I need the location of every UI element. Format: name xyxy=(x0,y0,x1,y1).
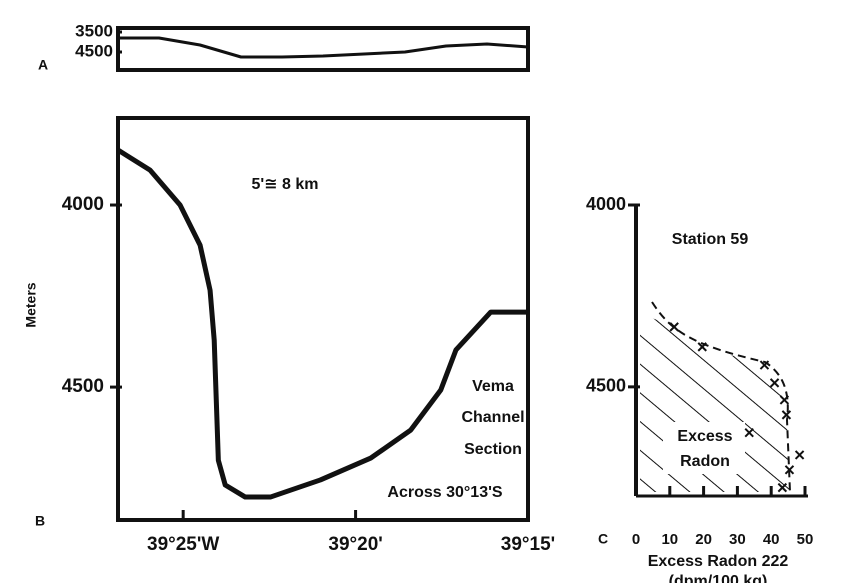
y-tick-label: 4500 xyxy=(586,376,626,396)
y-tick-label: 4500 xyxy=(75,41,113,60)
annotation: Radon xyxy=(680,453,730,470)
x-tick-label: 39°20' xyxy=(328,534,382,555)
y-axis-label: Meters xyxy=(23,282,39,327)
chart-title: Station 59 xyxy=(672,231,749,248)
panel-label: C xyxy=(598,531,608,547)
x-axis-label: Excess Radon 222 xyxy=(648,553,789,570)
x-tick-label: 39°15' xyxy=(501,534,555,555)
data-point xyxy=(777,482,788,493)
y-tick-label: 4000 xyxy=(586,194,626,214)
data-point xyxy=(769,378,780,388)
panel-b-frame xyxy=(116,116,530,522)
data-point xyxy=(784,465,795,475)
label-backdrop xyxy=(663,422,745,474)
profile-line xyxy=(118,36,529,59)
profile-line xyxy=(116,147,528,500)
annotation: Channel xyxy=(461,409,524,426)
x-tick-label: 0 xyxy=(632,531,640,548)
y-tick-label: 4500 xyxy=(62,376,104,397)
annotation: 5'≅ 8 km xyxy=(251,176,318,193)
y-tick-label: 4000 xyxy=(62,194,104,215)
x-tick-label: 40 xyxy=(763,531,780,548)
data-point xyxy=(779,395,790,405)
x-axis-units: (dpm/100 kg) xyxy=(669,573,768,583)
fit-curve xyxy=(651,301,791,493)
panel-a-frame xyxy=(116,26,530,72)
x-tick-label: 20 xyxy=(695,531,712,548)
annotation: Excess xyxy=(677,428,732,445)
x-tick-label: 39°25'W xyxy=(147,534,219,555)
x-tick-label: 30 xyxy=(729,531,746,548)
data-point xyxy=(669,322,679,332)
data-point xyxy=(697,342,707,352)
data-point xyxy=(744,427,754,438)
data-point xyxy=(759,360,770,370)
x-tick-label: 10 xyxy=(661,531,678,548)
data-point xyxy=(794,450,805,460)
y-tick-label: 3500 xyxy=(75,21,113,40)
annotation: Across 30°13'S xyxy=(387,484,502,501)
panel-label: B xyxy=(35,513,45,529)
data-point xyxy=(781,410,792,420)
panel-label: A xyxy=(38,57,48,73)
annotation: Vema xyxy=(472,378,514,395)
x-tick-label: 50 xyxy=(797,531,814,548)
annotation: Section xyxy=(464,441,522,458)
